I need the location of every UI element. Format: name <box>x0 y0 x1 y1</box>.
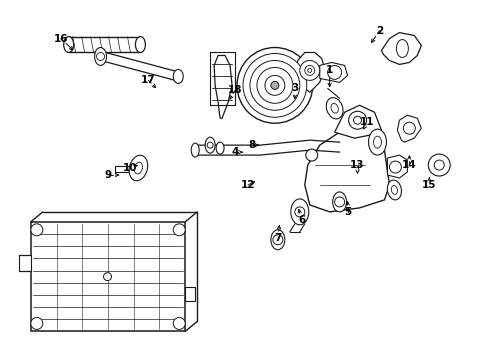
Text: 6: 6 <box>298 215 305 225</box>
Ellipse shape <box>191 143 199 157</box>
Polygon shape <box>386 155 407 178</box>
Circle shape <box>272 235 282 245</box>
Circle shape <box>31 224 42 236</box>
Text: 1: 1 <box>325 66 333 76</box>
Text: 17: 17 <box>141 75 155 85</box>
Circle shape <box>334 197 344 207</box>
Circle shape <box>270 81 278 89</box>
Polygon shape <box>295 53 324 92</box>
Ellipse shape <box>63 37 74 53</box>
Circle shape <box>294 207 304 217</box>
Text: 3: 3 <box>290 84 298 93</box>
Circle shape <box>348 111 366 129</box>
Polygon shape <box>397 115 421 142</box>
Text: 4: 4 <box>231 147 238 157</box>
Bar <box>185 287 195 301</box>
Polygon shape <box>304 128 388 212</box>
Polygon shape <box>319 62 347 82</box>
Text: 9: 9 <box>105 170 112 180</box>
Text: 12: 12 <box>240 180 255 190</box>
Ellipse shape <box>270 230 285 250</box>
Circle shape <box>243 54 306 117</box>
Ellipse shape <box>330 103 338 113</box>
Polygon shape <box>381 32 421 64</box>
Circle shape <box>403 122 414 134</box>
Text: 10: 10 <box>123 163 138 173</box>
Ellipse shape <box>94 48 106 66</box>
Ellipse shape <box>205 137 215 153</box>
Circle shape <box>305 149 317 161</box>
Text: 7: 7 <box>274 233 281 243</box>
Ellipse shape <box>332 192 346 212</box>
Text: 8: 8 <box>248 140 255 150</box>
Text: 16: 16 <box>53 33 68 44</box>
Ellipse shape <box>135 37 145 53</box>
Ellipse shape <box>396 40 407 58</box>
Circle shape <box>327 66 341 80</box>
Text: 11: 11 <box>360 117 374 127</box>
Bar <box>31 222 185 332</box>
Circle shape <box>433 160 443 170</box>
Ellipse shape <box>368 129 386 155</box>
Circle shape <box>307 68 311 72</box>
Ellipse shape <box>216 142 224 154</box>
Circle shape <box>427 154 449 176</box>
Text: 5: 5 <box>343 207 350 217</box>
Circle shape <box>173 224 185 236</box>
Bar <box>19 255 31 271</box>
Ellipse shape <box>390 185 397 194</box>
Circle shape <box>96 53 104 60</box>
Text: 13: 13 <box>349 160 364 170</box>
Text: 18: 18 <box>227 85 242 95</box>
Circle shape <box>353 116 361 124</box>
Ellipse shape <box>373 136 381 148</box>
Circle shape <box>304 66 314 75</box>
Polygon shape <box>334 105 381 138</box>
Circle shape <box>237 48 312 123</box>
Circle shape <box>31 318 42 329</box>
Circle shape <box>256 67 292 103</box>
Text: 2: 2 <box>375 26 382 36</box>
Circle shape <box>249 60 299 110</box>
Ellipse shape <box>290 199 308 225</box>
Circle shape <box>388 161 401 173</box>
Ellipse shape <box>325 98 342 119</box>
Ellipse shape <box>134 162 142 174</box>
Ellipse shape <box>386 180 401 200</box>
Text: 14: 14 <box>401 160 416 170</box>
Circle shape <box>207 142 213 148</box>
Polygon shape <box>214 55 232 118</box>
Ellipse shape <box>129 155 147 181</box>
Text: 15: 15 <box>421 180 436 190</box>
Circle shape <box>173 318 185 329</box>
Ellipse shape <box>173 69 183 84</box>
Circle shape <box>299 60 319 80</box>
Circle shape <box>103 273 111 280</box>
Circle shape <box>264 75 285 95</box>
